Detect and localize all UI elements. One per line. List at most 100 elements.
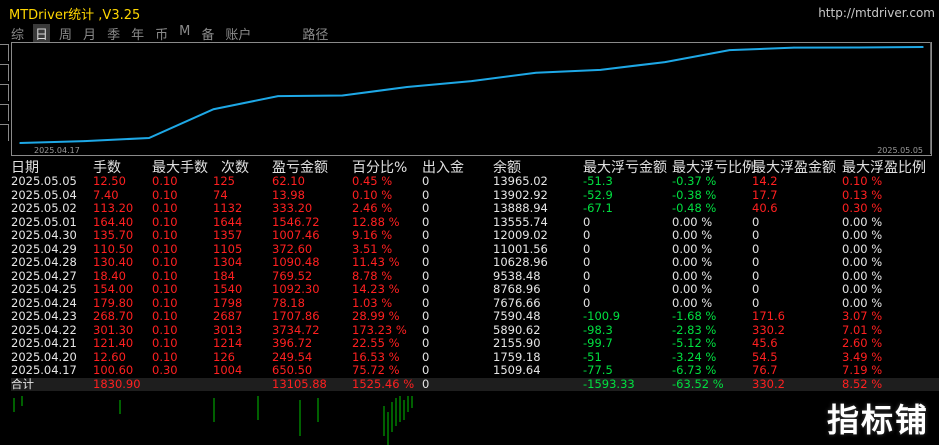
header-date[interactable]: 日期: [11, 160, 39, 176]
cell-pl: 249.54: [272, 349, 313, 364]
table-header: 日期 手数 最大手数 次数 盈亏金额 百分比% 出入金 余额 最大浮亏金额 最大…: [11, 157, 939, 176]
cell-maxl: 0.10: [152, 255, 178, 269]
header-percent[interactable]: 百分比%: [352, 160, 408, 176]
balance-point: [793, 46, 795, 49]
cell-mgr: 7.01 %: [842, 322, 883, 337]
cell-cnt: 74: [213, 187, 228, 202]
cell-date: 2025.04.17: [11, 363, 77, 377]
tab-7[interactable]: M: [179, 24, 191, 39]
cell-cnt: 1540: [213, 282, 243, 296]
cell-mga: 0: [752, 295, 760, 310]
header-max-float-loss-pct[interactable]: 最大浮亏比例: [672, 160, 756, 176]
daily-stats-table: 日期 手数 最大手数 次数 盈亏金额 百分比% 出入金 余额 最大浮亏金额 最大…: [11, 157, 939, 391]
cell-date: 2025.04.28: [11, 255, 77, 269]
cell-mfr: 0.00 %: [672, 295, 713, 310]
cell-lots: 121.40: [93, 336, 134, 350]
table-row: 2025.05.05 12.50 0.10 125 62.10 0.45 % 0 13965.…: [11, 175, 939, 189]
cell-pl: 1546.72: [272, 214, 320, 229]
cell-mgr: 0.00 %: [842, 268, 883, 283]
cell-lots: 268.70: [93, 309, 134, 323]
cell-mga: 0: [752, 282, 760, 296]
tab-2[interactable]: 周: [59, 28, 73, 43]
cell-lots: 154.00: [93, 282, 134, 296]
tab-0[interactable]: 综: [11, 28, 25, 43]
cell-mfr: 0.00 %: [672, 268, 713, 283]
cell-lots: 12.60: [93, 349, 126, 364]
underlying-price-chart: [13, 396, 413, 445]
cell-pct: 9.16 %: [352, 228, 393, 242]
cell-bal: 1509.64: [493, 363, 541, 377]
cell-mgr: 0.10 %: [842, 174, 883, 188]
header-deposit[interactable]: 出入金: [422, 160, 464, 176]
cell-mfa: -52.9: [583, 187, 613, 202]
cell-bal: 1759.18: [493, 349, 541, 364]
cell-mfr: -1.68 %: [672, 309, 717, 323]
tab-1[interactable]: 日: [33, 24, 51, 43]
header-lots[interactable]: 手数: [93, 160, 121, 176]
cell-date: 2025.04.21: [11, 336, 77, 350]
cell-mfr: -5.12 %: [672, 336, 717, 350]
cell-maxl: 0.10: [152, 214, 178, 229]
tab-9[interactable]: 账户: [225, 28, 252, 43]
cell-bal: 7676.66: [493, 295, 541, 310]
x-axis-end-label: 2025.05.05: [877, 146, 923, 155]
cell-mga: 45.6: [752, 336, 778, 350]
tab-3[interactable]: 月: [83, 28, 97, 43]
header-max-float-profit-pct[interactable]: 最大浮盈比例: [842, 160, 926, 176]
cell-mgr: 0.00 %: [842, 228, 883, 242]
cell-maxl: 0.10: [152, 282, 178, 296]
cell-date: 2025.04.20: [11, 349, 77, 364]
x-axis-start-label: 2025.04.17: [34, 146, 80, 155]
balance-point: [341, 94, 344, 97]
header-balance[interactable]: 余额: [493, 160, 521, 176]
tab-5[interactable]: 年: [131, 28, 145, 43]
header-max-float-profit[interactable]: 最大浮盈金额: [752, 160, 836, 176]
tab-8[interactable]: 备: [201, 28, 215, 43]
cell-io: 0: [422, 201, 430, 215]
header-profit[interactable]: 盈亏金额: [272, 160, 328, 176]
balance-point: [599, 69, 602, 71]
cell-mgr: 0.00 %: [842, 214, 883, 229]
cell-bal: 13902.92: [493, 187, 548, 202]
cell-maxl: 0.10: [152, 241, 178, 256]
total-label: 合计: [11, 376, 34, 391]
header-count[interactable]: 次数: [221, 160, 249, 176]
cell-lots: 18.40: [93, 268, 126, 283]
cell-lots: 301.30: [93, 322, 134, 337]
header-max-lots[interactable]: 最大手数: [152, 160, 208, 176]
total-max-float-profit-pct: 8.52 %: [842, 376, 883, 391]
table-row: 2025.04.21 121.40 0.10 1214 396.72 22.55 % 0 21…: [11, 337, 939, 351]
cell-lots: 135.70: [93, 228, 134, 242]
tab-6[interactable]: 币: [155, 28, 169, 43]
cell-pl: 333.20: [272, 201, 313, 215]
watermark-logo: 指标铺: [826, 401, 929, 439]
table-row: 2025.05.01 164.40 0.10 1644 1546.72 12.88 % 0 1…: [11, 214, 939, 230]
period-tabs: 综日周月季年币 M 备账户 路径: [9, 24, 337, 43]
cell-io: 0: [422, 309, 430, 323]
cell-bal: 5890.62: [493, 322, 541, 337]
total-max-float-loss-pct: -63.52 %: [672, 376, 724, 391]
cell-mfr: 0.00 %: [672, 228, 713, 242]
right-scrollbar[interactable]: [930, 42, 939, 154]
cell-maxl: 0.10: [152, 201, 178, 215]
website-link[interactable]: http://mtdriver.com: [818, 6, 935, 20]
cell-mfr: -0.37 %: [672, 174, 717, 188]
cell-mga: 0: [752, 241, 760, 256]
header-max-float-loss[interactable]: 最大浮亏金额: [583, 160, 667, 176]
tab-4[interactable]: 季: [107, 28, 121, 43]
tab-10[interactable]: 路径: [302, 28, 329, 43]
cell-mfa: 0: [583, 214, 591, 229]
cell-io: 0: [422, 214, 430, 229]
table-total-row: 合计 1830.90 13105.88 1525.46 % 0 -1593.33…: [11, 376, 939, 391]
cell-pct: 16.53 %: [352, 349, 400, 364]
cell-maxl: 0.10: [152, 349, 178, 364]
cell-bal: 11001.56: [493, 241, 548, 256]
cell-mgr: 3.49 %: [842, 349, 883, 364]
total-percent: 1525.46 %: [352, 376, 415, 391]
balance-point: [922, 46, 924, 48]
table-row: 2025.04.27 18.40 0.10 184 769.52 8.78 % 0 9538.…: [11, 268, 939, 284]
cell-maxl: 0.10: [152, 309, 178, 323]
cell-cnt: 1214: [213, 336, 243, 350]
cell-io: 0: [422, 295, 430, 310]
cell-pl: 3734.72: [272, 322, 320, 337]
